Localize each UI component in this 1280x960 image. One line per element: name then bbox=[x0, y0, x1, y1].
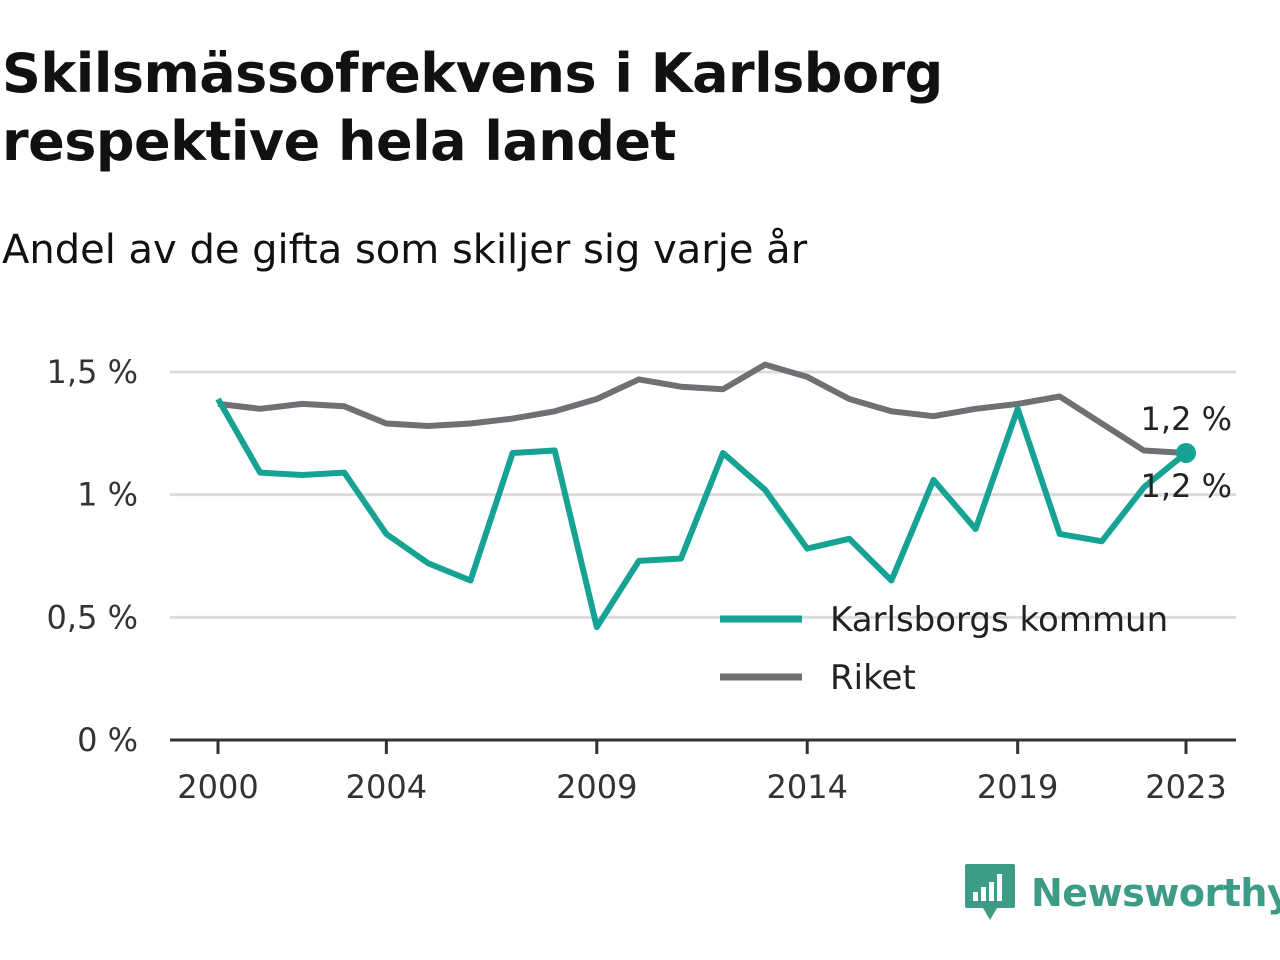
y-tick-label: 1 % bbox=[77, 476, 138, 514]
y-tick-label: 0,5 % bbox=[47, 598, 138, 636]
x-tick-label: 2004 bbox=[346, 768, 427, 806]
newsworthy-logo: Newsworthy bbox=[963, 862, 1280, 924]
x-tick-label: 2000 bbox=[177, 768, 258, 806]
x-tick-label: 2009 bbox=[556, 768, 637, 806]
legend: Karlsborgs kommun Riket bbox=[720, 600, 1168, 698]
x-tick-label: 2014 bbox=[766, 768, 847, 806]
legend-label-karlsborgs-kommun: Karlsborgs kommun bbox=[830, 600, 1168, 640]
end-labels: 1,2 % 1,2 % bbox=[1141, 400, 1232, 505]
brand-name: Newsworthy bbox=[1031, 871, 1280, 915]
y-tick-label: 0 % bbox=[77, 721, 138, 759]
series-line-riket bbox=[217, 361, 1187, 456]
x-tick-label: 2023 bbox=[1145, 768, 1226, 806]
chart-title: Skilsmässofrekvens i Karlsborg respektiv… bbox=[2, 42, 943, 173]
grid-lines bbox=[170, 370, 1236, 619]
chart-subtitle: Andel av de gifta som skiljer sig varje … bbox=[2, 227, 808, 273]
x-tick-label: 2019 bbox=[977, 768, 1058, 806]
series-line-karlsborgs-kommun bbox=[215, 397, 1188, 631]
end-label-riket: 1,2 % bbox=[1141, 400, 1232, 438]
axes: 0 % 0,5 % 1 % 1,5 % 2000 2004 2009 2014 2019 2023 bbox=[47, 353, 1236, 806]
legend-label-riket: Riket bbox=[830, 658, 916, 698]
newsworthy-bar-chart-icon bbox=[965, 864, 1015, 920]
end-label-karlsborgs-kommun: 1,2 % bbox=[1141, 467, 1232, 505]
series-lines bbox=[215, 361, 1196, 631]
endpoint-marker-karlsborgs-kommun bbox=[1176, 442, 1196, 463]
y-tick-label: 1,5 % bbox=[47, 353, 138, 391]
